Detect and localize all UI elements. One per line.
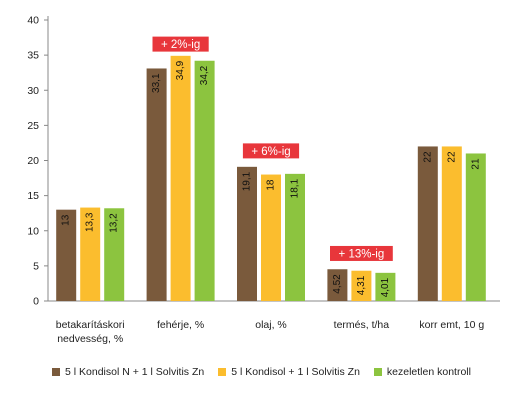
chart-legend: 5 l Kondisol N + 1 l Solvitis Zn 5 l Kon… [0, 361, 523, 383]
legend-item-control: kezeletlen kontroll [373, 366, 471, 378]
x-category-label: betakarításkori [56, 319, 125, 331]
bar-value-label: 33,1 [151, 73, 162, 93]
bar [194, 60, 215, 302]
bar-value-label: 13,3 [85, 212, 96, 232]
y-tick-label: 35 [27, 50, 39, 62]
bar [375, 272, 396, 301]
bar [146, 68, 167, 301]
bar [56, 209, 77, 301]
bar-value-label: 19,1 [242, 171, 253, 191]
annotation-label: + 6%-ig [251, 146, 290, 158]
annotation-box [330, 245, 393, 261]
y-tick-label: 30 [27, 85, 39, 97]
bar [104, 208, 125, 301]
bar-value-label: 22 [446, 151, 457, 163]
x-category-label: nedvesség, % [57, 333, 123, 345]
legend-swatch-kondisol-n [52, 368, 61, 376]
legend-label-kondisol-n: 5 l Kondisol N + 1 l Solvitis Zn [65, 366, 205, 378]
y-tick-label: 5 [33, 260, 39, 272]
x-category-label: termés, t/ha [334, 319, 390, 331]
bar-value-label: 18,1 [290, 178, 301, 198]
bar-value-label: 22 [422, 151, 433, 163]
x-category-label: korr emt, 10 g [419, 319, 484, 331]
bar [80, 207, 101, 301]
bar [261, 174, 281, 301]
bar-value-label: 4,31 [356, 275, 367, 295]
bar-value-label: 13 [61, 214, 72, 226]
legend-label-control: kezeletlen kontroll [386, 366, 471, 378]
y-tick-label: 20 [27, 155, 39, 167]
bar [465, 153, 486, 301]
annotation-box [152, 36, 209, 52]
legend-swatch-control [373, 368, 382, 376]
legend-swatch-kondisol [218, 368, 227, 376]
legend-item-kondisol-n: 5 l Kondisol N + 1 l Solvitis Zn [52, 366, 204, 378]
x-category-label: fehérje, % [157, 319, 204, 331]
bar-value-label: 21 [470, 158, 481, 170]
annotation-label: + 13%-ig [339, 248, 385, 260]
legend-label-kondisol: 5 l Kondisol + 1 l Solvitis Zn [231, 366, 360, 378]
y-tick-label: 40 [27, 15, 39, 27]
annotation-label: + 2%-ig [161, 39, 200, 51]
bar [170, 55, 191, 301]
legend-item-kondisol: 5 l Kondisol + 1 l Solvitis Zn [218, 366, 360, 378]
bar [285, 173, 305, 301]
bar [237, 166, 257, 301]
bar [327, 269, 348, 301]
y-tick-label: 25 [27, 120, 39, 132]
bar-value-label: 4,01 [380, 277, 391, 297]
bar [417, 146, 438, 301]
bar-value-label: 13,2 [109, 213, 120, 233]
bar-value-label: 34,2 [199, 65, 210, 85]
bar [441, 146, 462, 301]
bar-value-label: 34,9 [175, 60, 186, 80]
bar-value-label: 4,52 [332, 274, 343, 294]
x-category-label: olaj, % [255, 319, 287, 331]
bar-value-label: 18 [266, 179, 277, 191]
y-tick-label: 0 [33, 296, 39, 308]
annotation-box [242, 143, 300, 159]
bar [351, 270, 372, 301]
y-tick-label: 15 [27, 190, 39, 202]
y-tick-label: 10 [27, 225, 39, 237]
